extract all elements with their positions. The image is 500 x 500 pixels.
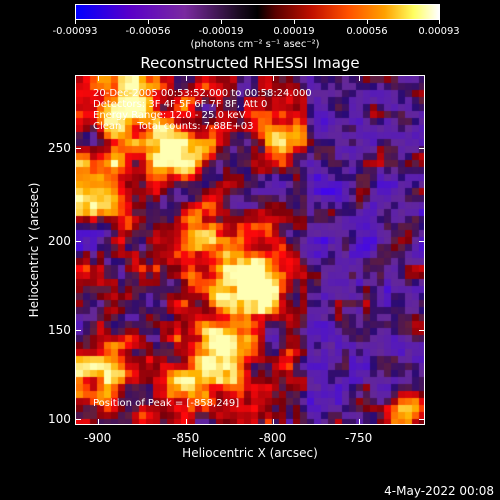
info-detectors: Detectors: 3F 4F 5F 6F 7F 8F, Att 0	[93, 99, 268, 110]
y-tick	[75, 241, 81, 242]
image-title: Reconstructed RHESSI Image	[140, 54, 360, 72]
colorbar-tick-mark	[75, 20, 76, 24]
x-tick	[98, 75, 99, 81]
x-tick	[98, 419, 99, 425]
colorbar-unit: (photons cm⁻² s⁻¹ asec⁻²)	[190, 39, 320, 50]
y-tick	[419, 419, 425, 420]
colorbar	[75, 4, 440, 20]
y-tick	[419, 241, 425, 242]
date-stamp: 4-May-2022 00:08	[384, 484, 494, 498]
colorbar-tick-label: -0.00093	[52, 26, 98, 37]
y-tick	[75, 419, 81, 420]
info-clean-counts: Clean Total counts: 7.88E+03	[93, 121, 254, 132]
colorbar-tick-label: -0.00056	[125, 26, 171, 37]
colorbar-tick-label: 0.00019	[273, 26, 315, 37]
y-tick-label: 200	[48, 234, 71, 248]
colorbar-tick-mark	[294, 20, 295, 24]
x-tick-label: -800	[259, 431, 287, 445]
y-tick-label: 150	[48, 323, 71, 337]
y-tick-label: 250	[48, 141, 71, 155]
x-tick	[186, 75, 187, 81]
colorbar-tick-mark	[148, 20, 149, 24]
info-peak-position: Position of Peak = [-858,249]	[93, 398, 240, 409]
y-tick	[75, 148, 81, 149]
x-tick	[273, 75, 274, 81]
colorbar-tick-label: 0.00093	[418, 26, 460, 37]
colorbar-tick-mark	[367, 20, 368, 24]
y-tick	[419, 148, 425, 149]
colorbar-tick-label: -0.00019	[198, 26, 244, 37]
x-tick	[359, 75, 360, 81]
heatmap-image	[76, 76, 424, 424]
x-axis-label: Heliocentric X (arcsec)	[182, 446, 318, 460]
y-tick	[419, 330, 425, 331]
colorbar-tick-mark	[221, 20, 222, 24]
colorbar-tick-mark	[439, 20, 440, 24]
y-tick-label: 100	[48, 412, 71, 426]
x-tick	[186, 419, 187, 425]
x-tick-label: -900	[84, 431, 112, 445]
x-tick-label: -850	[172, 431, 200, 445]
x-tick	[359, 419, 360, 425]
info-energy-range: Energy Range: 12.0 - 25.0 keV	[93, 110, 246, 121]
y-axis-label: Heliocentric Y (arcsec)	[27, 182, 41, 318]
x-tick	[273, 419, 274, 425]
x-tick-label: -750	[345, 431, 373, 445]
rhessi-image-plot: 20-Dec-2005 00:53:52.000 to 00:58:24.000…	[75, 75, 425, 425]
y-tick	[75, 330, 81, 331]
colorbar-tick-label: 0.00056	[346, 26, 388, 37]
info-time-range: 20-Dec-2005 00:53:52.000 to 00:58:24.000	[93, 88, 312, 99]
